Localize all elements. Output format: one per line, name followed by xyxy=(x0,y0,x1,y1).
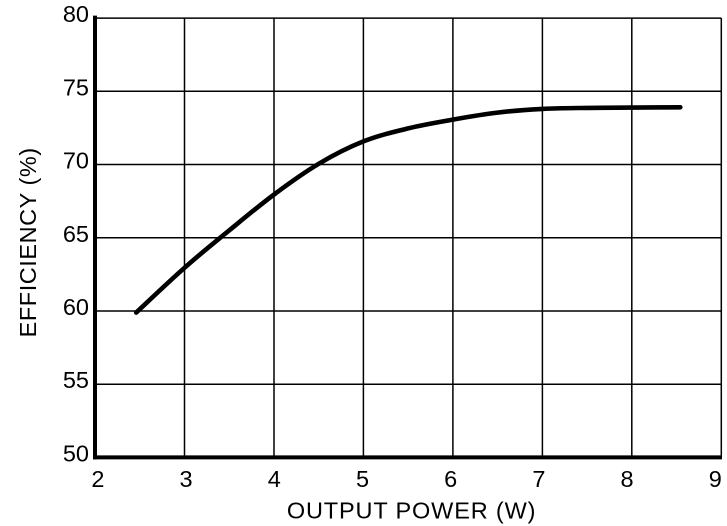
svg-text:75: 75 xyxy=(63,74,89,100)
svg-text:65: 65 xyxy=(63,221,89,247)
svg-text:8: 8 xyxy=(621,466,634,492)
svg-text:50: 50 xyxy=(63,440,89,466)
svg-text:4: 4 xyxy=(268,466,281,492)
svg-text:EFFICIENCY (%): EFFICIENCY (%) xyxy=(15,147,41,337)
svg-text:OUTPUT POWER (W): OUTPUT POWER (W) xyxy=(287,498,536,524)
svg-text:70: 70 xyxy=(63,148,89,174)
svg-text:2: 2 xyxy=(91,466,104,492)
svg-text:60: 60 xyxy=(63,294,89,320)
svg-text:5: 5 xyxy=(356,466,369,492)
svg-text:7: 7 xyxy=(532,466,545,492)
svg-text:9: 9 xyxy=(709,466,722,492)
svg-text:55: 55 xyxy=(63,367,89,393)
svg-text:3: 3 xyxy=(180,466,193,492)
svg-text:6: 6 xyxy=(444,466,457,492)
svg-text:80: 80 xyxy=(63,1,89,27)
